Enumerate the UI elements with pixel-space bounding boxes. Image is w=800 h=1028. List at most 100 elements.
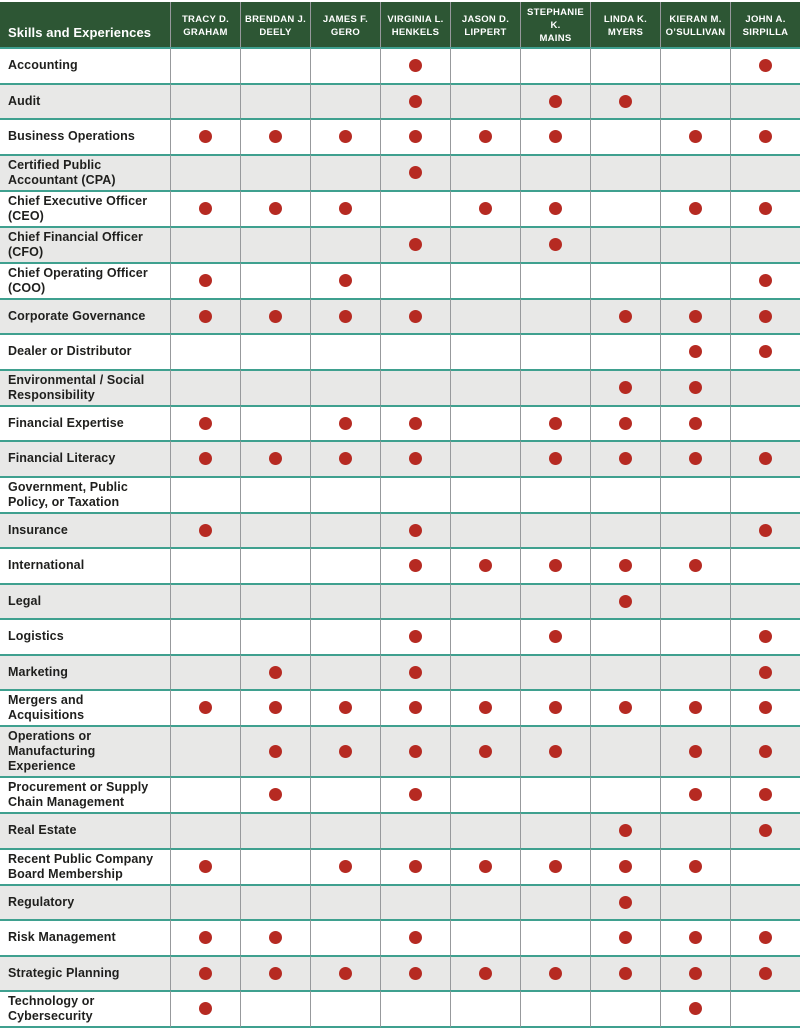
matrix-cell-marked xyxy=(660,776,730,812)
matrix-cell-empty xyxy=(170,547,240,583)
matrix-cell-marked xyxy=(310,261,380,298)
skill-dot-icon xyxy=(619,701,632,715)
matrix-cell-empty xyxy=(310,883,380,919)
matrix-cell-marked xyxy=(520,118,590,154)
matrix-body: Accounting Audit Business Operations Certif… xyxy=(0,47,800,1028)
skill-dot-icon xyxy=(409,665,422,679)
matrix-cell-marked xyxy=(520,954,590,990)
matrix-cell-empty xyxy=(170,725,240,776)
skill-dot-icon xyxy=(269,130,282,144)
matrix-cell-marked xyxy=(590,812,660,848)
matrix-cell-marked xyxy=(310,847,380,884)
skill-dot-icon xyxy=(409,309,422,323)
skill-dot-icon xyxy=(619,559,632,573)
row-label: Chief Financial Officer (CFO) xyxy=(0,225,170,262)
skill-dot-icon xyxy=(689,931,702,945)
skill-dot-icon xyxy=(759,201,772,215)
matrix-cell-marked xyxy=(170,297,240,333)
matrix-cell-marked xyxy=(380,725,450,776)
skill-dot-icon xyxy=(409,630,422,644)
skill-dot-icon xyxy=(619,380,632,394)
matrix-cell-empty xyxy=(450,812,520,848)
row-label: Financial Expertise xyxy=(0,404,170,440)
matrix-cell-empty xyxy=(240,261,310,298)
matrix-cell-empty xyxy=(520,47,590,83)
matrix-cell-empty xyxy=(450,404,520,440)
matrix-cell-empty xyxy=(170,47,240,83)
row-label: Marketing xyxy=(0,653,170,689)
matrix-cell-empty xyxy=(660,153,730,190)
matrix-cell-empty xyxy=(730,847,800,884)
skill-dot-icon xyxy=(759,309,772,323)
table-row: Legal xyxy=(0,582,800,618)
matrix-cell-empty xyxy=(660,511,730,547)
skill-dot-icon xyxy=(759,59,772,73)
matrix-cell-empty xyxy=(660,653,730,689)
matrix-cell-marked xyxy=(240,189,310,226)
director-name-line2: GRAHAM xyxy=(183,26,228,38)
matrix-cell-marked xyxy=(450,189,520,226)
matrix-cell-empty xyxy=(170,82,240,118)
row-label: Corporate Governance xyxy=(0,297,170,333)
table-row: Environmental / Social Responsibility xyxy=(0,368,800,405)
matrix-cell-marked xyxy=(170,847,240,884)
skill-dot-icon xyxy=(479,130,492,144)
matrix-cell-empty xyxy=(730,547,800,583)
matrix-cell-marked xyxy=(730,261,800,298)
skill-dot-icon xyxy=(409,416,422,430)
matrix-cell-marked xyxy=(450,118,520,154)
matrix-cell-marked xyxy=(520,404,590,440)
skill-dot-icon xyxy=(199,309,212,323)
skill-dot-icon xyxy=(199,966,212,980)
matrix-cell-empty xyxy=(450,261,520,298)
matrix-cell-empty xyxy=(240,333,310,369)
matrix-cell-marked xyxy=(730,118,800,154)
skill-dot-icon xyxy=(619,416,632,430)
skill-dot-icon xyxy=(479,966,492,980)
table-row: Certified Public Accountant (CPA) xyxy=(0,153,800,190)
matrix-cell-marked xyxy=(520,440,590,476)
table-row: Technology or Cybersecurity xyxy=(0,990,800,1028)
skill-dot-icon xyxy=(409,94,422,108)
table-row: Accounting xyxy=(0,47,800,83)
skill-dot-icon xyxy=(619,309,632,323)
skill-dot-icon xyxy=(549,859,562,873)
matrix-cell-marked xyxy=(380,511,450,547)
skill-dot-icon xyxy=(619,94,632,108)
matrix-cell-marked xyxy=(170,261,240,298)
matrix-cell-marked xyxy=(380,47,450,83)
matrix-cell-empty xyxy=(660,47,730,83)
skill-dot-icon xyxy=(269,788,282,802)
matrix-cell-empty xyxy=(170,475,240,512)
matrix-cell-empty xyxy=(660,582,730,618)
skill-dot-icon xyxy=(549,966,562,980)
skill-dot-icon xyxy=(759,824,772,838)
skill-dot-icon xyxy=(199,273,212,287)
matrix-cell-empty xyxy=(240,225,310,262)
matrix-cell-marked xyxy=(730,919,800,955)
skill-dot-icon xyxy=(409,165,422,179)
row-label: Mergers and Acquisitions xyxy=(0,689,170,725)
matrix-cell-empty xyxy=(240,883,310,919)
skill-dot-icon xyxy=(689,201,702,215)
matrix-cell-empty xyxy=(660,812,730,848)
matrix-cell-empty xyxy=(450,919,520,955)
matrix-cell-marked xyxy=(730,511,800,547)
matrix-cell-marked xyxy=(590,297,660,333)
skill-dot-icon xyxy=(409,237,422,251)
skill-dot-icon xyxy=(759,931,772,945)
matrix-cell-marked xyxy=(730,653,800,689)
skill-dot-icon xyxy=(619,931,632,945)
matrix-cell-empty xyxy=(590,153,660,190)
matrix-cell-empty xyxy=(450,47,520,83)
matrix-cell-empty xyxy=(590,725,660,776)
row-label: Chief Operating Officer (COO) xyxy=(0,261,170,298)
matrix-cell-marked xyxy=(240,653,310,689)
row-label: Operations or Manufacturing Experience xyxy=(0,725,170,776)
matrix-cell-empty xyxy=(590,261,660,298)
matrix-cell-empty xyxy=(240,82,310,118)
skill-dot-icon xyxy=(689,966,702,980)
matrix-cell-empty xyxy=(730,475,800,512)
matrix-cell-marked xyxy=(520,82,590,118)
director-name-line1: STEPHANIE K. xyxy=(526,7,585,31)
